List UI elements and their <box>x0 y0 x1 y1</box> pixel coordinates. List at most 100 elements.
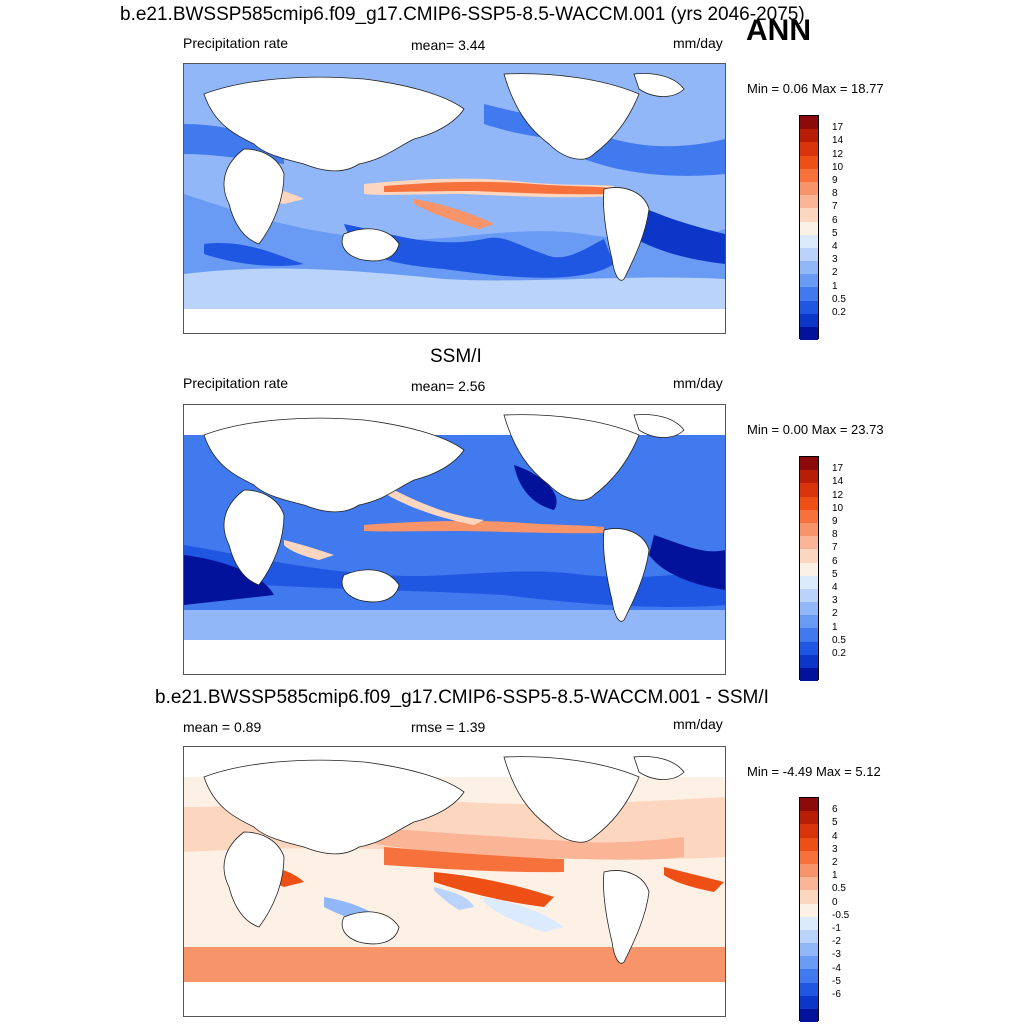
colorbar-label: 5 <box>832 568 838 580</box>
panel-diff-map-svg <box>184 747 725 1016</box>
colorbar-swatch <box>800 208 818 222</box>
colorbar-swatch <box>800 956 818 970</box>
panel-obs-map <box>183 404 726 675</box>
colorbar-swatch <box>800 615 818 629</box>
colorbar-swatch <box>800 943 818 957</box>
colorbar-label: 0.2 <box>832 307 846 318</box>
colorbar-label: 10 <box>832 502 844 514</box>
colorbar-label: 8 <box>832 529 838 541</box>
colorbar-label: 4 <box>832 830 838 842</box>
panel-model-map <box>183 63 726 334</box>
colorbar-swatch <box>800 562 818 576</box>
panel-model-mean-label: mean= 3.44 <box>411 37 486 53</box>
colorbar-swatch <box>800 234 818 248</box>
colorbar-label: 0 <box>832 896 838 908</box>
colorbar-swatch <box>800 929 818 944</box>
colorbar-label: 17 <box>832 463 844 475</box>
colorbar-label: -1 <box>832 923 841 934</box>
colorbar-label: 2 <box>832 608 838 620</box>
panel-obs-title: SSM/I <box>430 346 482 367</box>
panel-diff-units-label: mm/day <box>673 716 723 732</box>
colorbar-label: 14 <box>832 476 844 488</box>
colorbar-label: 1 <box>832 280 838 292</box>
colorbar-swatch <box>800 588 818 603</box>
panel-model-variable-label: Precipitation rate <box>183 35 289 51</box>
colorbar-swatch <box>800 877 818 891</box>
colorbar-swatch <box>800 903 818 917</box>
colorbar-swatch <box>800 129 818 143</box>
colorbar-label: 0.2 <box>832 648 846 659</box>
colorbar-label: 8 <box>832 188 838 200</box>
colorbar-label: 6 <box>832 555 838 567</box>
colorbar-label: 3 <box>832 595 838 607</box>
colorbar-swatch <box>800 602 818 616</box>
panel-obs-units-label: mm/day <box>673 375 723 391</box>
colorbar-swatch <box>800 863 818 878</box>
season-label: ANN <box>746 14 811 47</box>
colorbar-label: 5 <box>832 227 838 239</box>
panel-diff-rmse-label: rmse = 1.39 <box>411 719 486 735</box>
colorbar-swatch <box>800 327 818 341</box>
colorbar-label: 3 <box>832 843 838 855</box>
colorbar-swatch <box>800 509 818 523</box>
colorbar-label: 4 <box>832 241 838 252</box>
colorbar-swatch <box>800 824 818 838</box>
colorbar-label: 0.5 <box>832 293 846 305</box>
colorbar-swatch <box>800 1009 818 1023</box>
colorbar-swatch <box>800 496 818 510</box>
colorbar-swatch <box>800 261 818 275</box>
colorbar-swatch <box>800 522 818 537</box>
colorbar-label: 1 <box>832 870 838 882</box>
colorbar-swatch <box>800 837 818 851</box>
colorbar-swatch <box>800 287 818 301</box>
panel-obs-minmax-label: Min = 0.00 Max = 23.73 <box>747 422 884 437</box>
colorbar-swatch <box>800 274 818 288</box>
colorbar-label: 9 <box>832 175 838 186</box>
colorbar-swatch <box>800 142 818 156</box>
panel-diff-mean-label: mean = 0.89 <box>183 719 262 735</box>
colorbar-swatch <box>800 457 818 471</box>
colorbar-label: 9 <box>832 516 838 527</box>
colorbar-swatch <box>800 641 818 655</box>
colorbar-swatch <box>800 549 818 563</box>
panel-obs-map-svg <box>184 405 725 674</box>
colorbar-swatch <box>800 181 818 196</box>
colorbar-swatch <box>800 536 818 550</box>
colorbar-label: 6 <box>832 804 838 816</box>
panel-diff-colorbar-swatches <box>799 797 819 1023</box>
colorbar-label: -0.5 <box>832 909 850 921</box>
colorbar-swatch <box>800 811 818 825</box>
colorbar-label: -3 <box>832 949 841 961</box>
colorbar-swatch <box>800 247 818 262</box>
colorbar-swatch <box>800 982 818 996</box>
colorbar-label: 6 <box>832 214 838 226</box>
colorbar-label: 2 <box>832 857 838 868</box>
panel-diff-minmax-label: Min = -4.49 Max = 5.12 <box>747 764 881 779</box>
panel-diff-map <box>183 746 726 1017</box>
colorbar-label: -2 <box>832 936 841 948</box>
colorbar-swatch <box>800 798 818 812</box>
colorbar-label: -5 <box>832 975 841 987</box>
panel-diff-title: b.e21.BWSSP585cmip6.f09_g17.CMIP6-SSP5-8… <box>155 687 769 708</box>
colorbar-label: 3 <box>832 254 838 266</box>
colorbar-swatch <box>800 969 818 983</box>
colorbar-label: 0.5 <box>832 634 846 646</box>
colorbar-label: 14 <box>832 135 844 147</box>
colorbar-label: 0.5 <box>832 883 846 895</box>
colorbar-swatch <box>800 470 818 484</box>
colorbar-label: 17 <box>832 122 844 134</box>
panel-model-map-svg <box>184 64 725 333</box>
colorbar-label: 7 <box>832 542 838 554</box>
colorbar-swatch <box>800 890 818 904</box>
colorbar-label: 2 <box>832 267 838 279</box>
colorbar-label: 5 <box>832 817 838 829</box>
panel-model-units-label: mm/day <box>673 35 723 51</box>
colorbar-label: -4 <box>832 962 841 974</box>
colorbar-label: 7 <box>832 201 838 213</box>
colorbar-swatch <box>800 668 818 682</box>
panel-model-colorbar-swatches <box>799 115 819 341</box>
colorbar-swatch <box>800 575 818 589</box>
colorbar-swatch <box>800 221 818 235</box>
colorbar-label: 12 <box>832 148 844 160</box>
colorbar-swatch <box>800 995 818 1009</box>
